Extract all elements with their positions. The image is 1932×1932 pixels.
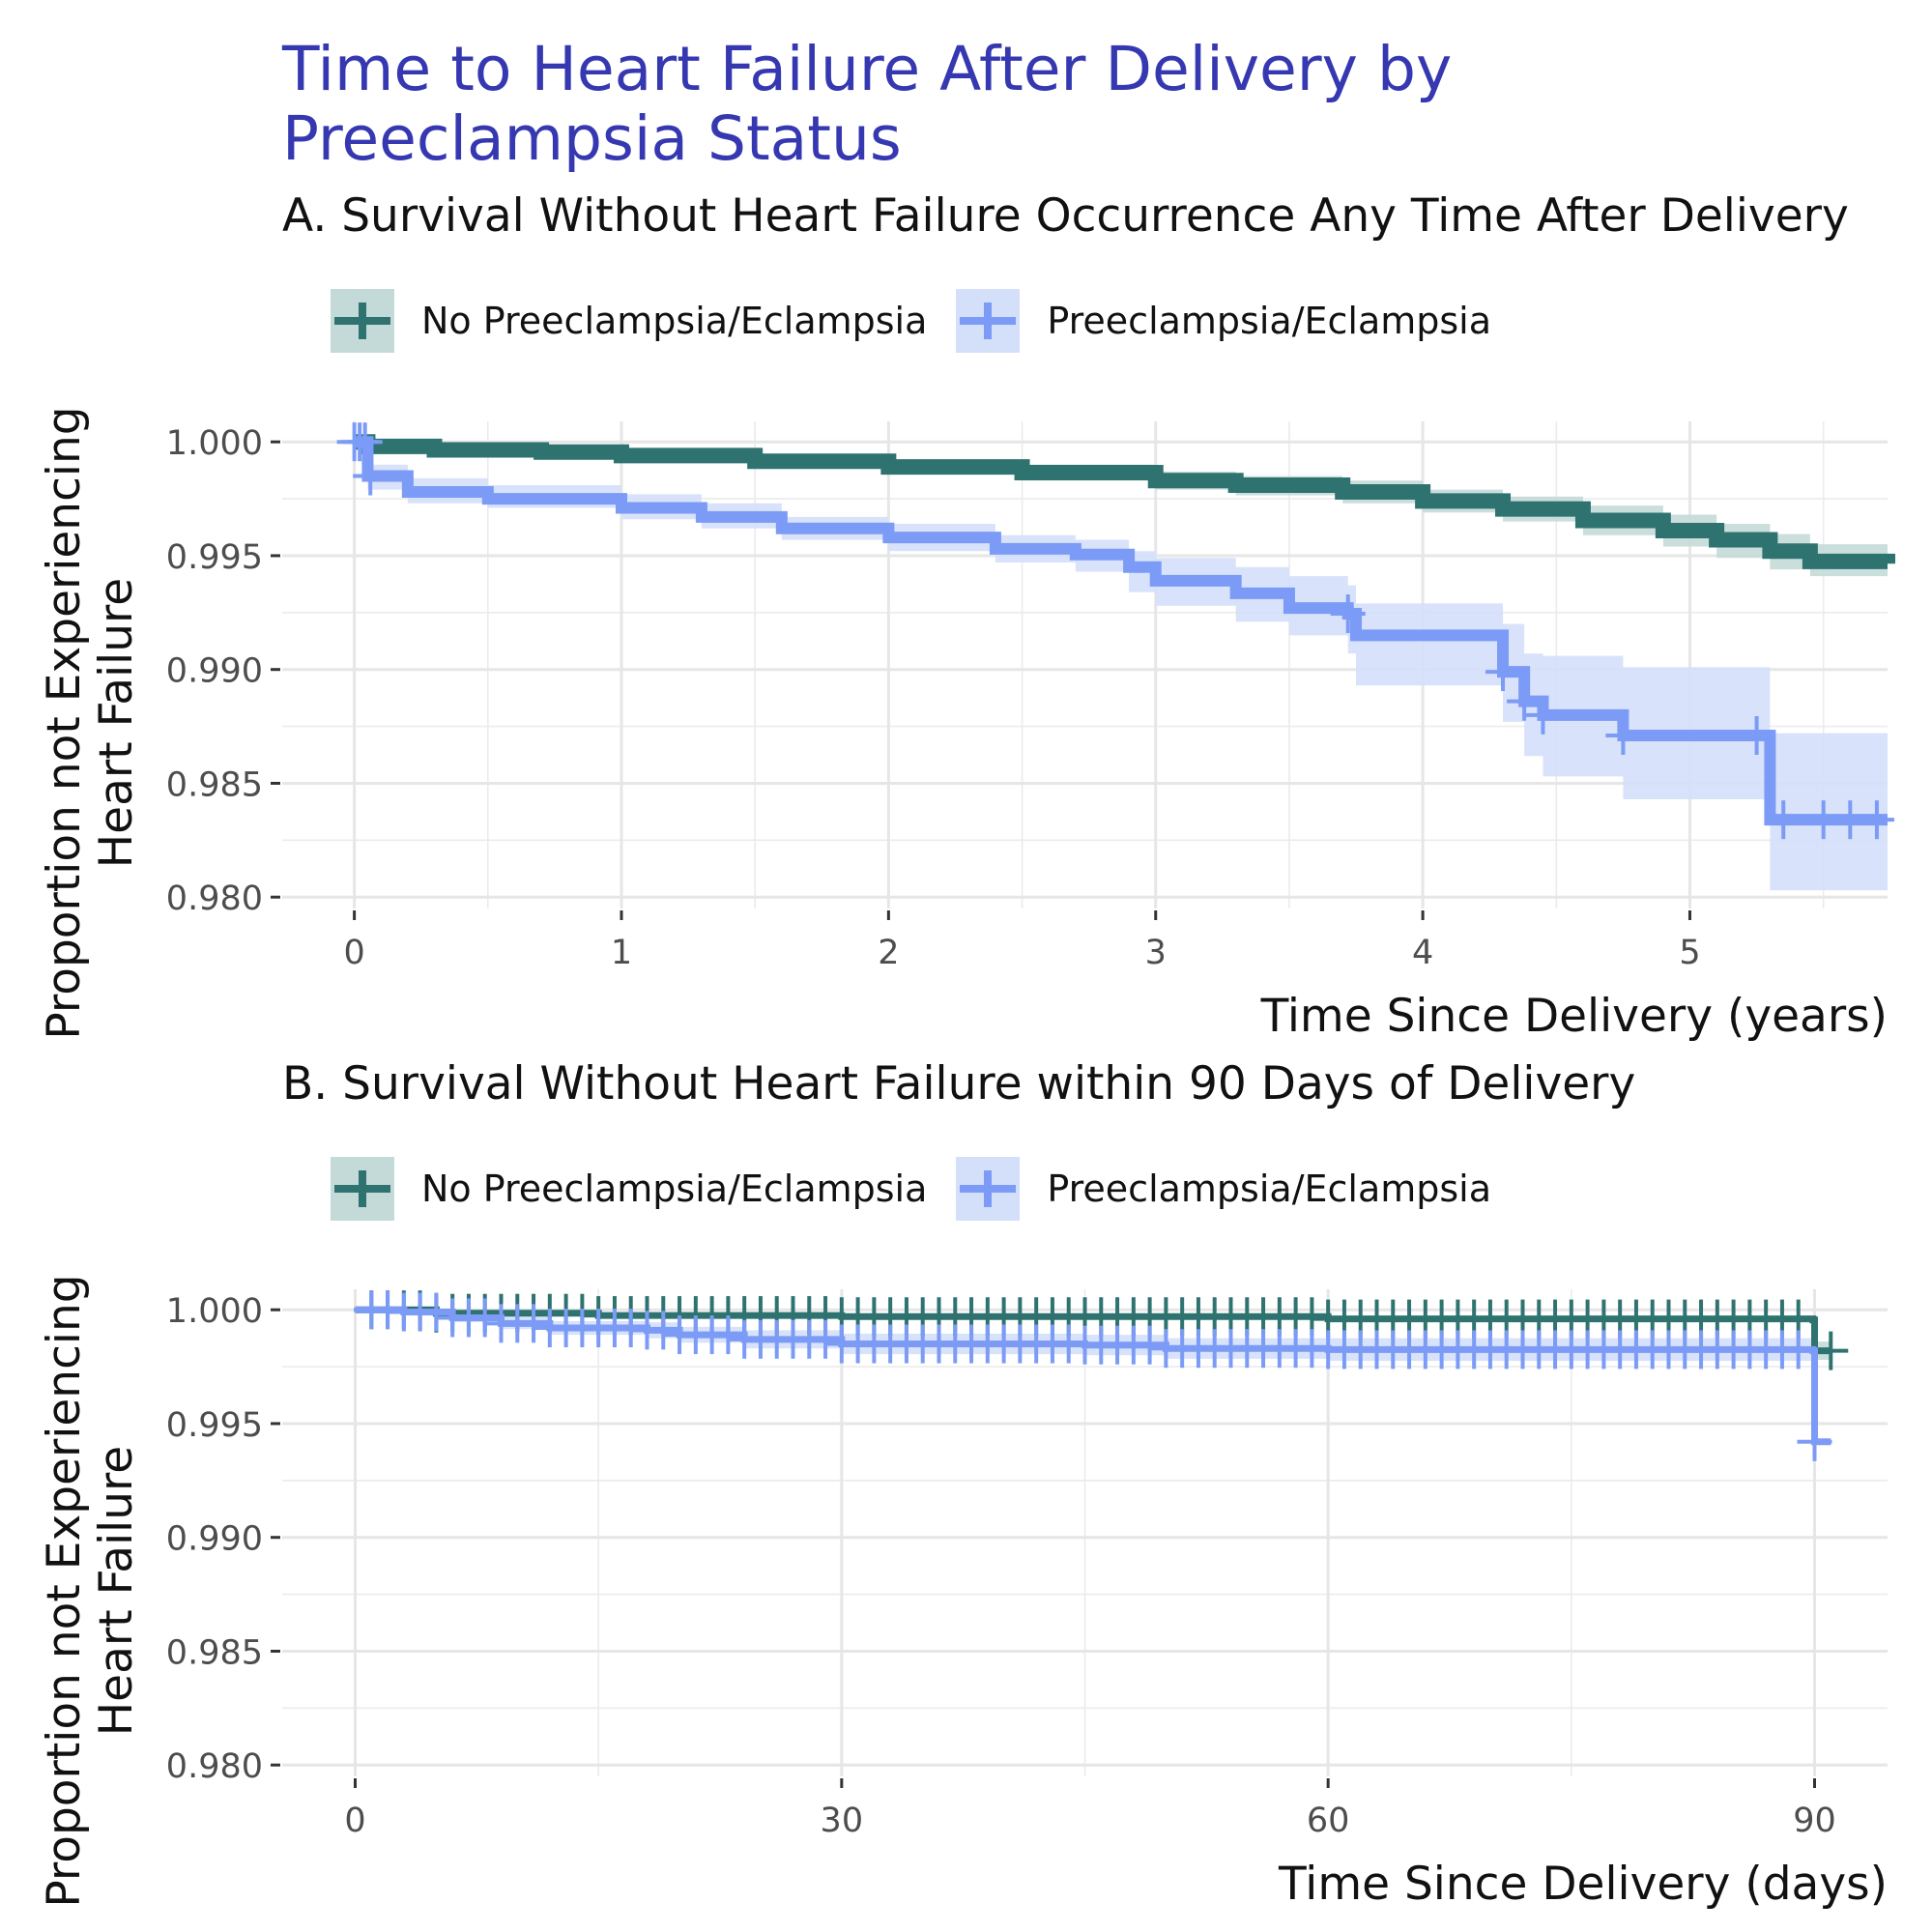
legend-item-no-preeclampsia: No Preeclampsia/Eclampsia — [331, 289, 927, 353]
x-tick-label: 60 — [1307, 1802, 1350, 1840]
x-tick-label: 3 — [1145, 934, 1167, 972]
y-axis-title-line2: Heart Failure — [90, 1446, 143, 1736]
figure-title: Time to Heart Failure After Delivery by … — [282, 34, 1453, 174]
x-tick-label: 30 — [821, 1802, 864, 1840]
censor-marks-preeclampsia — [354, 1290, 1832, 1461]
y-tick-label: 1.000 — [166, 424, 263, 463]
axis-ticks: 0.980 0.985 0.990 0.995 1.000 0 1 2 3 4 5 — [166, 424, 1701, 972]
grid — [282, 421, 1888, 908]
panel-a-plot: 0.980 0.985 0.990 0.995 1.000 0 1 2 3 4 5 Time Sinc… — [38, 406, 1895, 1043]
axis-ticks: 0.980 0.985 0.990 0.995 1.000 0 30 60 90 — [166, 1292, 1836, 1840]
legend-label-preeclampsia: Preeclampsia/Eclampsia — [1047, 300, 1492, 342]
legend-item-preeclampsia: Preeclampsia/Eclampsia — [956, 1157, 1491, 1221]
legend-item-preeclampsia: Preeclampsia/Eclampsia — [956, 289, 1491, 353]
legend-key-no-preeclampsia — [331, 1157, 394, 1221]
panel-a-title: A. Survival Without Heart Failure Occurr… — [282, 189, 1849, 243]
legend-key-preeclampsia — [956, 1157, 1021, 1221]
panel-b-title: B. Survival Without Heart Failure within… — [282, 1057, 1636, 1110]
legend-label-no-preeclampsia: No Preeclampsia/Eclampsia — [421, 300, 928, 342]
x-tick-label: 2 — [878, 934, 899, 972]
x-tick-label: 0 — [343, 934, 364, 972]
y-tick-label: 0.990 — [166, 652, 263, 691]
x-axis-title: Time Since Delivery (years) — [1260, 990, 1888, 1043]
y-axis-title-line1: Proportion not Experiencing — [38, 406, 91, 1039]
x-axis-title: Time Since Delivery (days) — [1278, 1858, 1888, 1911]
y-tick-label: 0.990 — [166, 1520, 263, 1559]
legend-label-no-preeclampsia: No Preeclampsia/Eclampsia — [421, 1168, 928, 1210]
legend-key-preeclampsia — [956, 289, 1021, 353]
panel-b-legend: No Preeclampsia/Eclampsia Preeclampsia/E… — [331, 1156, 1520, 1222]
legend-key-no-preeclampsia — [331, 289, 394, 353]
survival-line-no-preeclampsia — [354, 434, 1895, 569]
y-tick-label: 0.995 — [166, 538, 263, 577]
censor-marks-preeclampsia — [336, 422, 1894, 840]
x-tick-label: 4 — [1412, 934, 1433, 972]
x-tick-label: 90 — [1793, 1802, 1836, 1840]
legend-item-no-preeclampsia: No Preeclampsia/Eclampsia — [331, 1157, 927, 1221]
ci-band-preeclampsia — [355, 1310, 1831, 1442]
y-axis-title-line2: Heart Failure — [90, 578, 143, 868]
ci-band-preeclampsia — [354, 442, 1889, 891]
x-tick-label: 1 — [611, 934, 632, 972]
y-axis-title-line1: Proportion not Experiencing — [38, 1274, 91, 1907]
x-tick-label: 0 — [344, 1802, 365, 1840]
x-tick-label: 5 — [1679, 934, 1700, 972]
panel-a-legend: No Preeclampsia/Eclampsia Preeclampsia/E… — [331, 288, 1520, 354]
y-tick-label: 0.980 — [166, 879, 263, 918]
y-tick-label: 0.985 — [166, 765, 263, 804]
y-tick-label: 0.995 — [166, 1406, 263, 1445]
y-tick-label: 1.000 — [166, 1292, 263, 1331]
y-tick-label: 0.985 — [166, 1633, 263, 1672]
legend-label-preeclampsia: Preeclampsia/Eclampsia — [1047, 1168, 1492, 1210]
y-tick-label: 0.980 — [166, 1747, 263, 1786]
